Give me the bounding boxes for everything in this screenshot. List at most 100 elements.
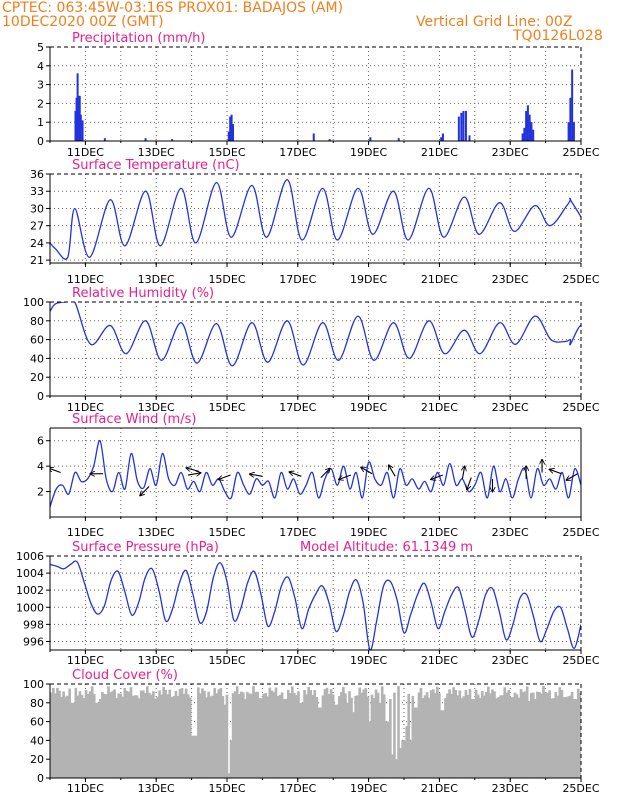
- cloud-bar: [96, 702, 100, 778]
- y-tick-label: 40: [30, 734, 44, 747]
- x-tick-label: 23DEC: [492, 273, 529, 286]
- cloud-bar: [397, 685, 400, 778]
- header-grid-note: Vertical Grid Line: 00Z: [416, 14, 573, 30]
- cloud-bar: [529, 692, 533, 778]
- precip-bar: [523, 127, 526, 141]
- y-tick-label: 20: [30, 371, 44, 384]
- cloud-bar: [413, 707, 417, 778]
- precip-bar: [462, 110, 465, 141]
- precip-bar: [572, 122, 575, 141]
- cloud-bar: [442, 710, 445, 778]
- x-tick-label: 15DEC: [208, 273, 245, 286]
- cloud-bar: [270, 690, 274, 778]
- cloud-bar: [252, 686, 255, 778]
- cloud-bar: [154, 698, 157, 778]
- cloud-bar: [558, 687, 562, 778]
- cloud-bar: [458, 690, 462, 778]
- cloud-bar: [227, 773, 231, 778]
- cloud-bar: [333, 704, 337, 778]
- cloud-bar: [92, 693, 96, 778]
- cloud-bar: [272, 692, 276, 778]
- cloud-bar: [525, 686, 529, 778]
- cloud-bar: [485, 691, 488, 778]
- cloud-bar: [507, 689, 511, 778]
- cloud-bar: [358, 687, 362, 778]
- cloud-bar: [178, 689, 182, 778]
- cloud-bar: [160, 694, 163, 778]
- cloud-bar: [241, 692, 245, 778]
- cloud-bar: [450, 693, 453, 778]
- cloud-bar: [423, 695, 427, 778]
- cloud-bar: [560, 689, 564, 778]
- cloud-bar: [313, 690, 317, 778]
- cloud-bar: [233, 691, 237, 778]
- cloud-bar: [487, 686, 490, 778]
- cloud-bar: [223, 704, 227, 778]
- cloud-bar: [221, 696, 225, 778]
- cloud-bar: [329, 689, 333, 778]
- y-tick-label: 1006: [16, 550, 44, 563]
- cloud-bar: [352, 712, 355, 778]
- cloud-bar: [207, 691, 210, 778]
- cloud-bar: [133, 695, 137, 778]
- cloud-bar: [499, 695, 502, 778]
- cloud-bar: [176, 695, 180, 778]
- x-tick-label: 17DEC: [279, 146, 316, 159]
- cloud-bar: [293, 692, 296, 778]
- panel-pressure: 996 998 1000 1002 1004 1006 11DEC 13DEC 15DEC 17D…: [16, 540, 600, 667]
- x-tick-label: 11DEC: [67, 146, 104, 159]
- cloud-bar: [135, 695, 139, 778]
- x-tick-label: 11DEC: [67, 401, 104, 414]
- y-tick-label: 60: [30, 334, 44, 347]
- cloud-bar: [84, 690, 88, 778]
- cloud-bar: [468, 689, 472, 778]
- cloud-bar: [205, 697, 208, 778]
- header-run-code: TQ0126L028: [513, 28, 603, 44]
- cloud-bar: [556, 695, 560, 778]
- cloud-bar: [315, 697, 319, 778]
- cloud-bar: [433, 693, 437, 778]
- series-pressure: [50, 560, 581, 650]
- cloud-bar: [411, 696, 415, 778]
- x-tick-label: 19DEC: [350, 146, 387, 159]
- cloud-bar: [386, 721, 390, 778]
- x-tick-label: 21DEC: [421, 782, 458, 795]
- cloud-bar: [235, 686, 239, 778]
- x-tick-label: 19DEC: [350, 782, 387, 795]
- cloud-bar: [101, 691, 104, 778]
- panel-temperature: 21 24 27 30 33 36 11DEC 13DEC 15DEC 17DEC 19DEC 21D…: [30, 158, 600, 286]
- cloud-bar: [311, 694, 315, 778]
- x-tick-label: 11DEC: [67, 526, 104, 539]
- cloud-bar: [305, 694, 308, 778]
- cloud-bar: [278, 694, 282, 778]
- precip-bar: [605, 75, 607, 141]
- cloud-bar: [262, 693, 266, 778]
- y-tick-label: 0: [37, 390, 44, 403]
- precip-bar: [567, 122, 570, 141]
- wind-arrow: [431, 474, 444, 479]
- cloud-bar: [54, 693, 57, 778]
- cloud-bar: [74, 687, 78, 778]
- cloud-bar: [246, 691, 249, 778]
- panel-annotation: Model Altitude: 61.1349 m: [300, 540, 473, 555]
- cloud-bar: [145, 686, 149, 778]
- cloud-bar: [576, 688, 580, 778]
- cloud-bar: [489, 693, 492, 778]
- cloud-bar: [188, 697, 192, 778]
- x-tick-label: 19DEC: [350, 273, 387, 286]
- precip-bar: [312, 133, 315, 141]
- cloud-bar: [319, 707, 323, 778]
- cloud-bar: [456, 695, 460, 778]
- panel-title: Surface Wind (m/s): [72, 412, 196, 427]
- cloud-bar: [376, 692, 380, 778]
- precip-bar: [606, 113, 608, 141]
- cloud-bar: [378, 702, 382, 778]
- cloud-bar: [290, 686, 294, 778]
- y-tick-label: 1002: [16, 584, 44, 597]
- cloud-bar: [105, 694, 108, 778]
- cloud-bar: [370, 694, 374, 778]
- precip-bar: [528, 114, 531, 141]
- cloud-bar: [429, 690, 433, 778]
- cloud-bar: [476, 694, 480, 778]
- cloud-bar: [88, 691, 92, 778]
